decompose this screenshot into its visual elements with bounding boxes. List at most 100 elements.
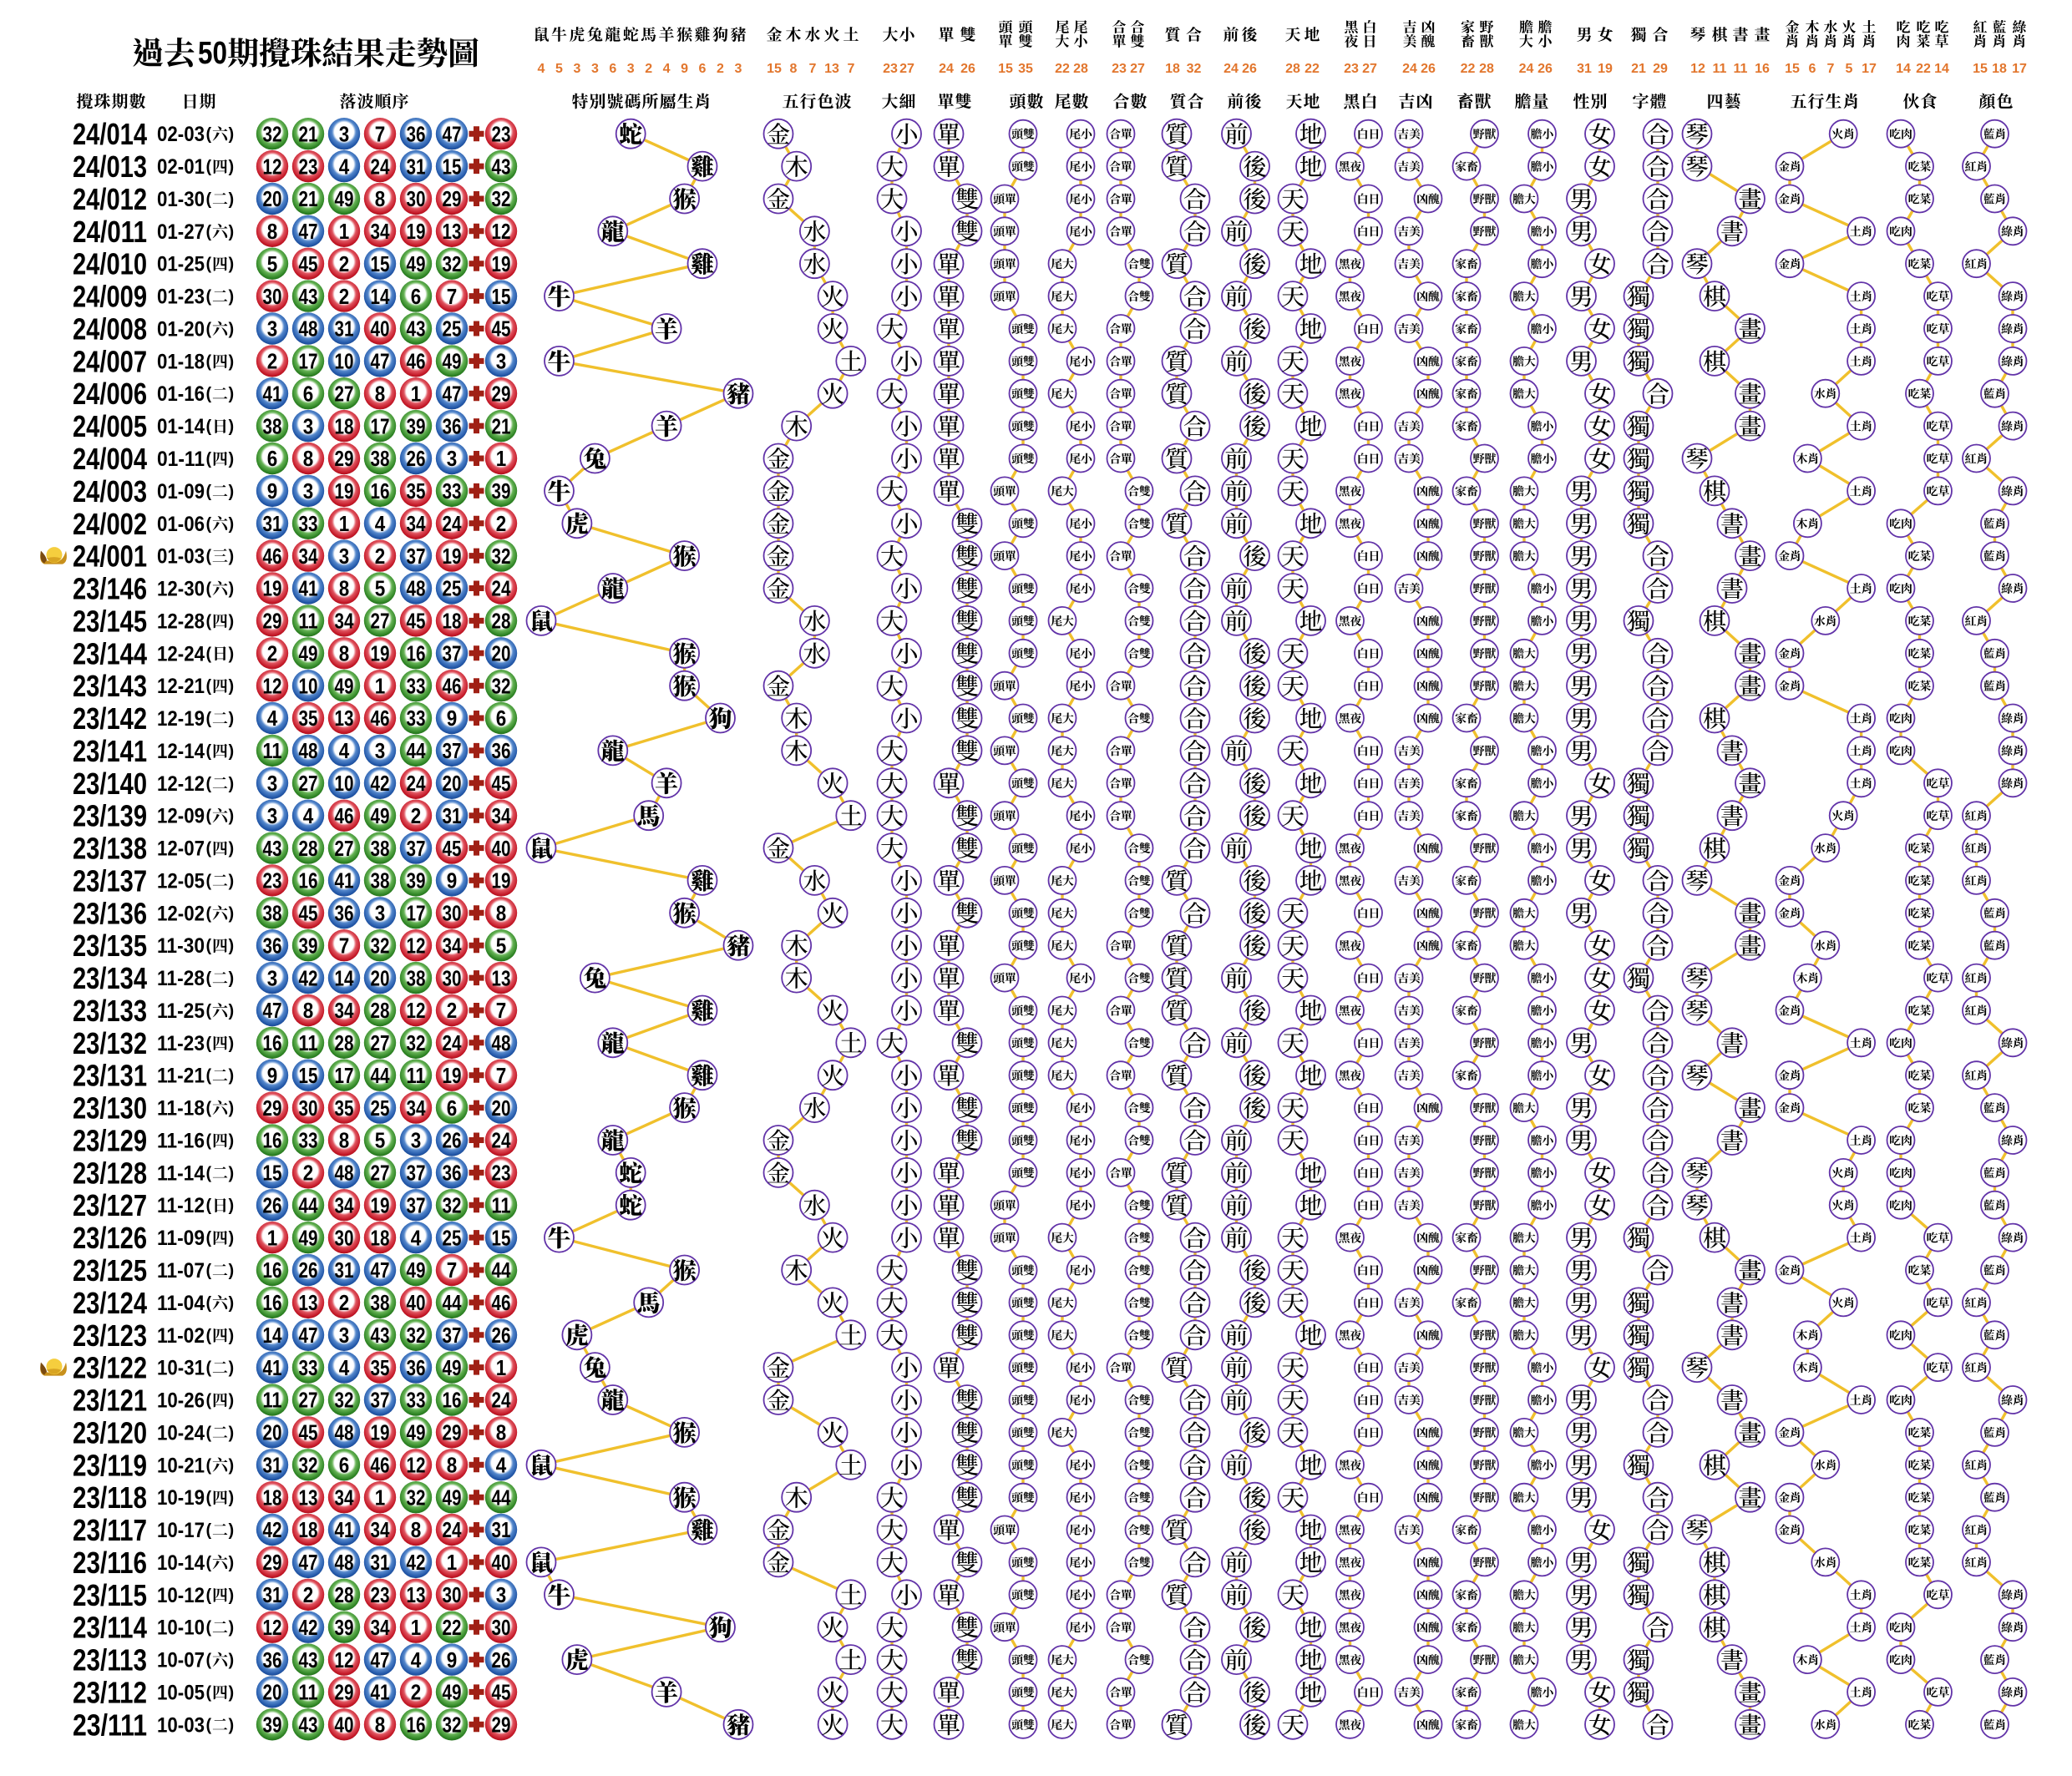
svg-text:11-09: 11-09 bbox=[157, 1227, 205, 1250]
svg-text:32: 32 bbox=[443, 1194, 462, 1217]
svg-text:12-09: 12-09 bbox=[157, 805, 205, 828]
svg-text:7: 7 bbox=[375, 123, 386, 146]
svg-text:(: ( bbox=[206, 1197, 212, 1215]
svg-text:): ) bbox=[229, 1197, 235, 1215]
svg-text:6: 6 bbox=[267, 448, 278, 471]
svg-text:48: 48 bbox=[299, 318, 318, 342]
svg-text:23/126: 23/126 bbox=[73, 1221, 147, 1255]
svg-text:24/007: 24/007 bbox=[73, 344, 147, 378]
svg-text:11-12: 11-12 bbox=[157, 1194, 205, 1217]
svg-text:34: 34 bbox=[407, 1097, 427, 1121]
svg-text:12-14: 12-14 bbox=[157, 740, 205, 763]
svg-text:): ) bbox=[229, 1294, 235, 1313]
svg-text:23/113: 23/113 bbox=[73, 1643, 147, 1677]
svg-text:36: 36 bbox=[263, 1649, 282, 1672]
svg-text:14: 14 bbox=[263, 1324, 283, 1348]
svg-text:10-10: 10-10 bbox=[157, 1617, 205, 1640]
svg-text:28: 28 bbox=[335, 1032, 354, 1055]
svg-text:(: ( bbox=[206, 904, 212, 923]
svg-text:44: 44 bbox=[299, 1194, 319, 1217]
svg-text:38: 38 bbox=[371, 837, 390, 861]
svg-text:23: 23 bbox=[1344, 62, 1359, 76]
svg-text:42: 42 bbox=[371, 772, 390, 796]
svg-text:): ) bbox=[229, 515, 235, 534]
svg-text:1: 1 bbox=[267, 1227, 278, 1250]
svg-text:(: ( bbox=[206, 158, 212, 176]
svg-text:(: ( bbox=[206, 223, 212, 241]
svg-text:46: 46 bbox=[492, 1292, 511, 1315]
svg-text:4: 4 bbox=[411, 1649, 422, 1672]
svg-text:23/142: 23/142 bbox=[73, 701, 147, 736]
svg-text:43: 43 bbox=[299, 286, 318, 309]
svg-text:36: 36 bbox=[492, 740, 511, 763]
svg-text:37: 37 bbox=[407, 837, 426, 861]
svg-text:18: 18 bbox=[335, 415, 354, 438]
svg-text:7: 7 bbox=[496, 999, 507, 1023]
svg-text:38: 38 bbox=[371, 448, 390, 471]
svg-text:44: 44 bbox=[492, 1259, 512, 1283]
svg-text:23/138: 23/138 bbox=[73, 832, 147, 866]
svg-text:18: 18 bbox=[443, 610, 462, 634]
svg-text:32: 32 bbox=[1187, 62, 1202, 76]
svg-text:14: 14 bbox=[1896, 62, 1911, 76]
svg-text:(: ( bbox=[206, 1489, 212, 1507]
svg-text:3: 3 bbox=[411, 1130, 422, 1153]
svg-text:9: 9 bbox=[267, 480, 278, 503]
svg-text:12-05: 12-05 bbox=[157, 869, 205, 893]
svg-text:24/004: 24/004 bbox=[73, 442, 147, 476]
svg-text:49: 49 bbox=[299, 1227, 318, 1250]
svg-text:19: 19 bbox=[443, 545, 462, 569]
svg-text:26: 26 bbox=[492, 1324, 511, 1348]
svg-text:30: 30 bbox=[263, 286, 282, 309]
svg-text:24: 24 bbox=[371, 155, 391, 179]
svg-text:): ) bbox=[229, 1262, 235, 1280]
svg-text:11: 11 bbox=[1713, 62, 1727, 76]
svg-text:12-28: 12-28 bbox=[157, 610, 205, 633]
svg-text:49: 49 bbox=[443, 351, 462, 374]
svg-text:30: 30 bbox=[407, 188, 426, 211]
svg-text:23/120: 23/120 bbox=[73, 1415, 147, 1450]
svg-text:15: 15 bbox=[998, 62, 1013, 76]
svg-text:17: 17 bbox=[1862, 62, 1877, 76]
svg-text:11-07: 11-07 bbox=[157, 1259, 205, 1283]
svg-text:49: 49 bbox=[407, 253, 426, 276]
svg-text:19: 19 bbox=[1598, 62, 1613, 76]
svg-text:): ) bbox=[229, 904, 235, 923]
svg-text:01-03: 01-03 bbox=[157, 545, 205, 569]
svg-text:): ) bbox=[229, 548, 235, 566]
svg-text:34: 34 bbox=[335, 1194, 355, 1217]
svg-text:): ) bbox=[229, 1100, 235, 1118]
svg-text:48: 48 bbox=[335, 1162, 354, 1186]
svg-text:): ) bbox=[229, 190, 235, 209]
svg-text:26: 26 bbox=[960, 62, 975, 76]
svg-text:23/136: 23/136 bbox=[73, 896, 147, 930]
svg-text:): ) bbox=[229, 1554, 235, 1572]
svg-text:47: 47 bbox=[263, 999, 282, 1023]
svg-text:41: 41 bbox=[263, 1357, 282, 1380]
svg-text:3: 3 bbox=[267, 772, 278, 796]
svg-text:49: 49 bbox=[407, 1259, 426, 1283]
svg-text:12-07: 12-07 bbox=[157, 837, 205, 861]
svg-text:32: 32 bbox=[492, 188, 511, 211]
svg-text:3: 3 bbox=[447, 448, 458, 471]
svg-text:16: 16 bbox=[299, 870, 318, 893]
svg-text:19: 19 bbox=[371, 643, 390, 666]
svg-text:38: 38 bbox=[263, 903, 282, 926]
svg-text:41: 41 bbox=[335, 1519, 354, 1542]
svg-text:11: 11 bbox=[263, 1389, 282, 1413]
svg-text:27: 27 bbox=[371, 1032, 390, 1055]
svg-text:41: 41 bbox=[299, 578, 318, 601]
svg-text:02-01: 02-01 bbox=[157, 155, 205, 179]
svg-text:29: 29 bbox=[263, 610, 282, 634]
svg-text:): ) bbox=[229, 677, 235, 696]
svg-text:23/125: 23/125 bbox=[73, 1253, 147, 1288]
svg-text:24: 24 bbox=[443, 1519, 463, 1542]
svg-text:24: 24 bbox=[492, 1389, 512, 1413]
svg-text:7: 7 bbox=[447, 1259, 458, 1283]
svg-text:): ) bbox=[229, 580, 235, 599]
svg-text:18: 18 bbox=[1165, 62, 1180, 76]
svg-text:26: 26 bbox=[1242, 62, 1257, 76]
svg-text:10-26: 10-26 bbox=[157, 1389, 205, 1413]
svg-text:26: 26 bbox=[407, 448, 426, 471]
svg-text:9: 9 bbox=[447, 1649, 458, 1672]
